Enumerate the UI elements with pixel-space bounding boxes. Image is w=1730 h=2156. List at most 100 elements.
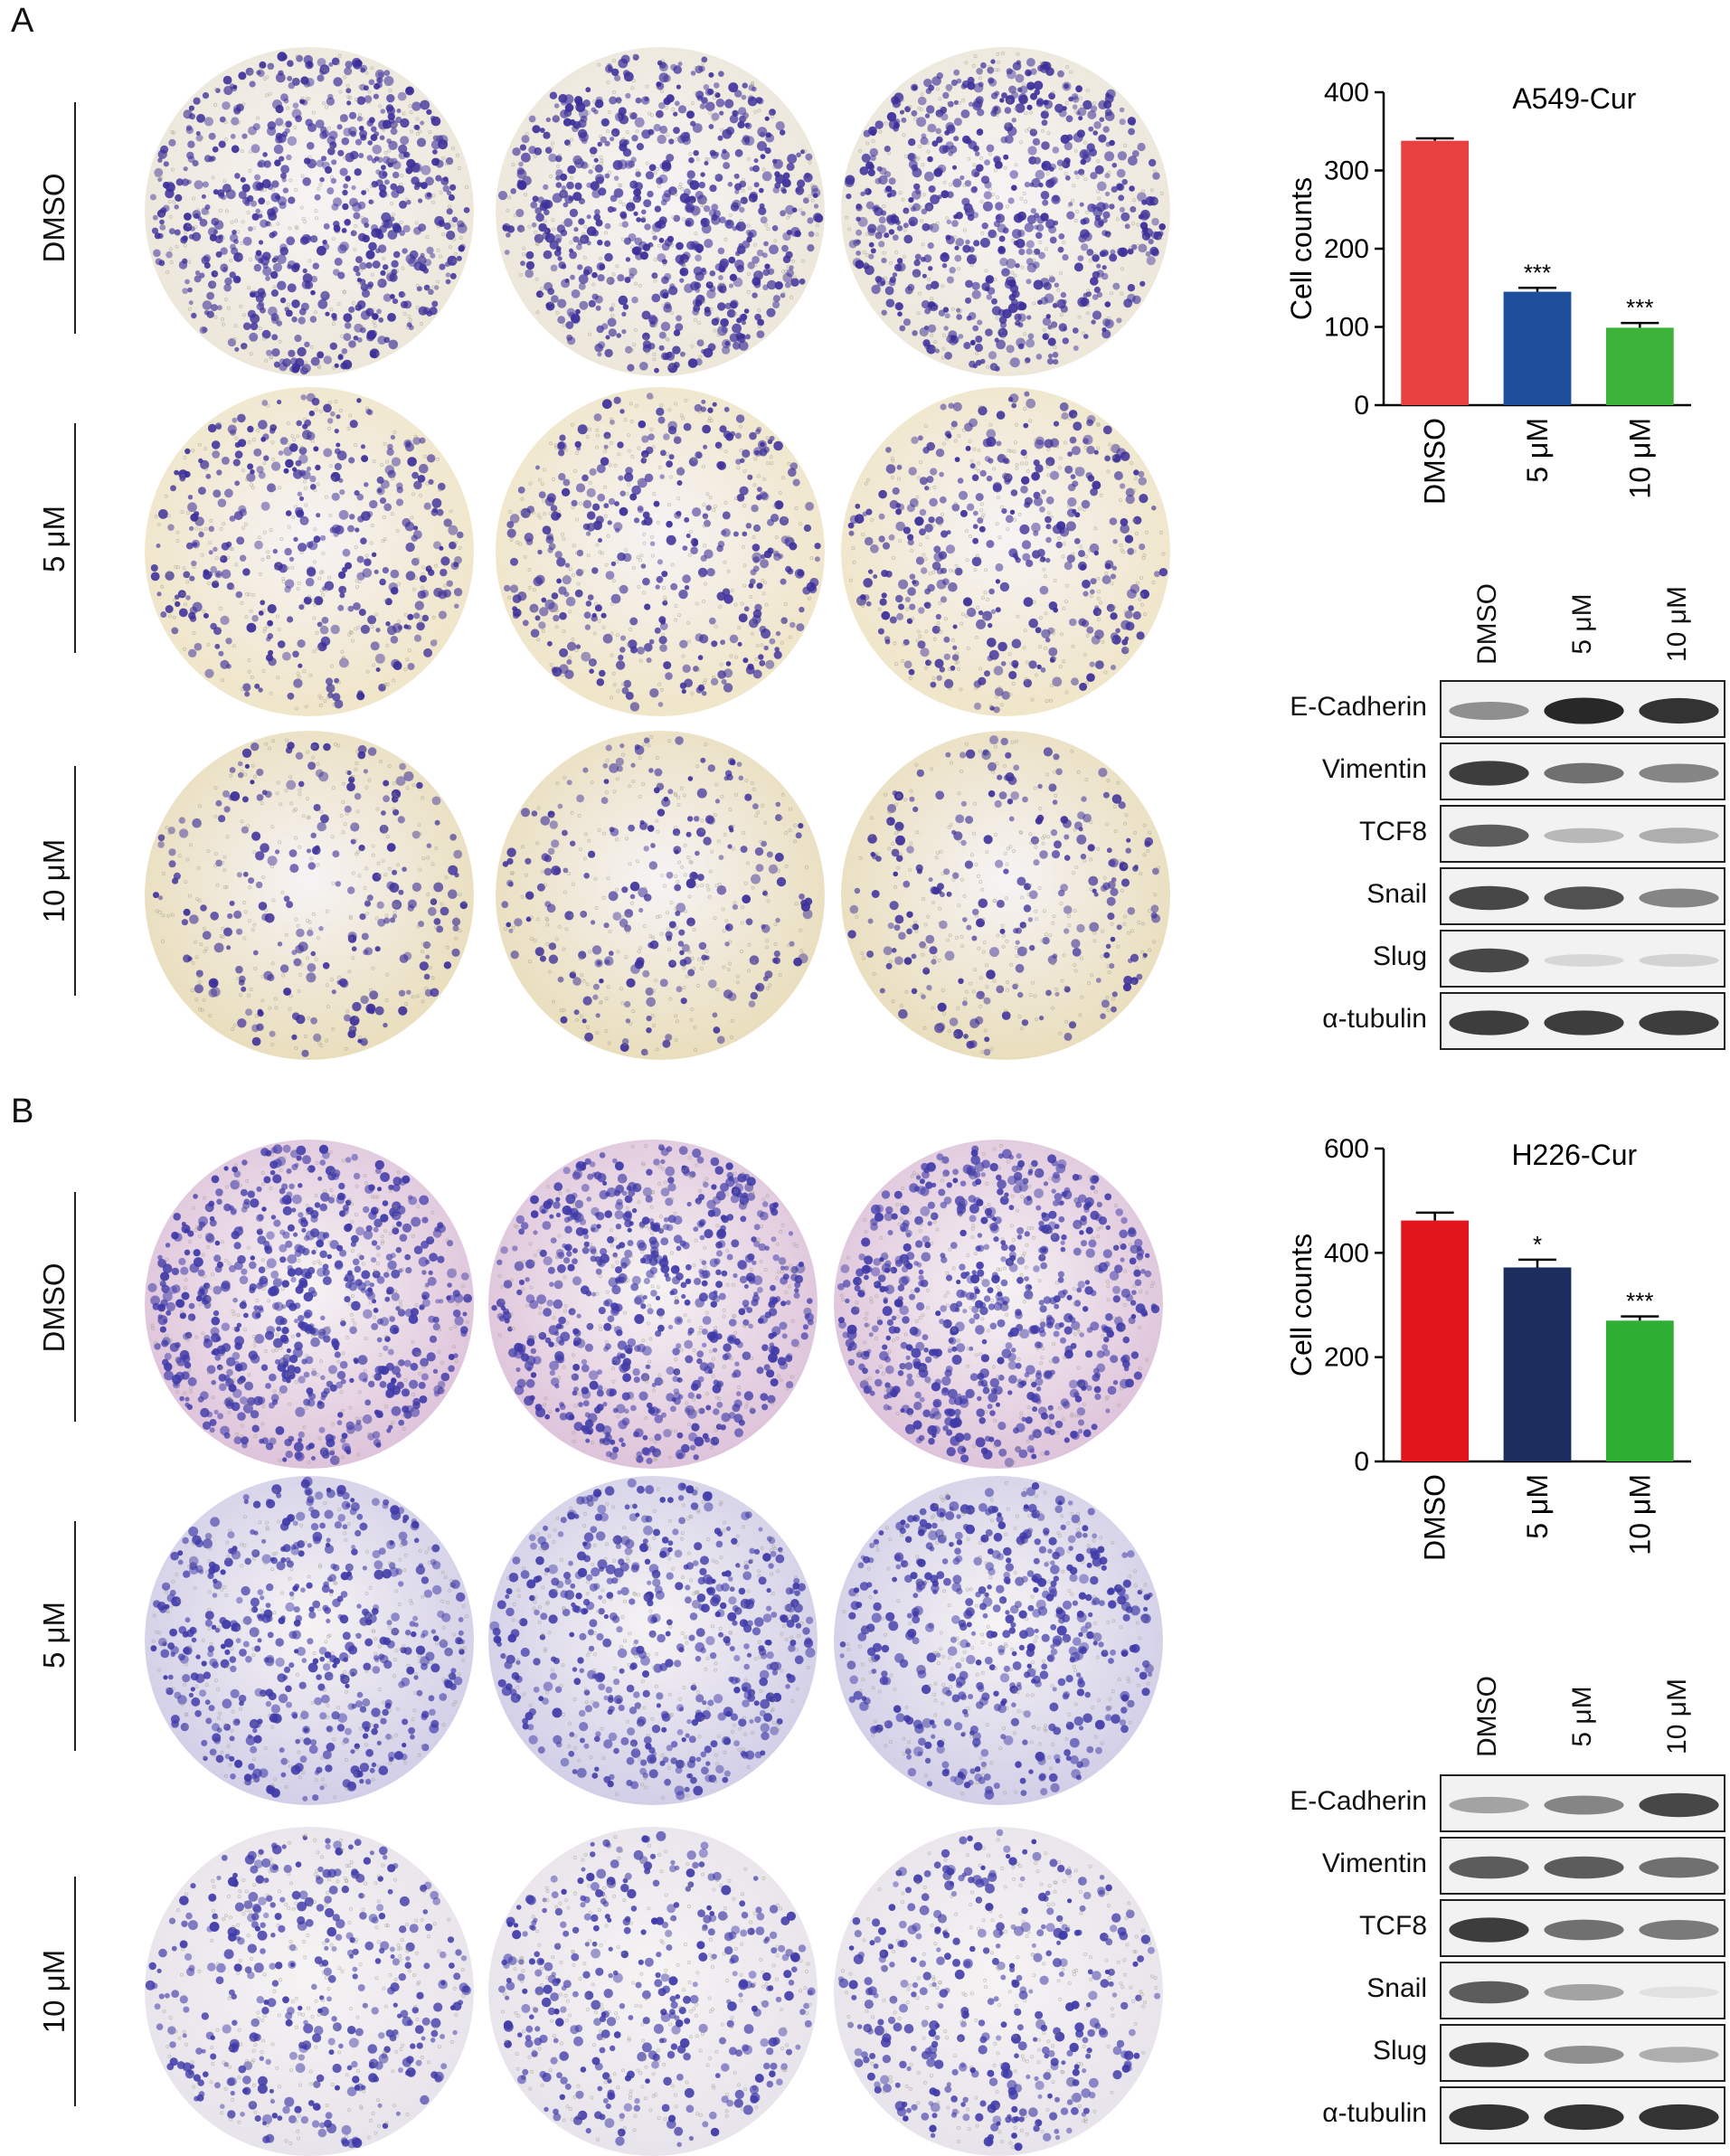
blot-band	[1544, 828, 1623, 844]
bar-chart-h226-svg: 0 200 400 600 Cell counts H226-Cur DMSO * 5 μM **…	[1248, 1130, 1718, 1601]
blot-row-label-b-1: E-Cadherin	[1290, 1786, 1427, 1817]
x-tick-label: DMSO	[1419, 418, 1451, 505]
transwell-dish-a-r3-c3	[841, 731, 1170, 1060]
blot-band	[1449, 1981, 1528, 2004]
blot-band	[1544, 1984, 1623, 2000]
y-tick-label: 100	[1324, 313, 1369, 343]
significance-marker: ***	[1524, 259, 1551, 286]
bar-a549cur-2	[1504, 292, 1572, 405]
row-bracket-a-5um	[74, 423, 76, 653]
significance-marker: *	[1533, 1231, 1542, 1258]
blot-lane-label-a-3: 10 μM	[1662, 586, 1693, 662]
blot-band	[1639, 1920, 1718, 1940]
x-tick-label: 10 μM	[1623, 1474, 1656, 1556]
y-axis-title: Cell counts	[1285, 1234, 1318, 1376]
blot-band	[1639, 827, 1718, 843]
bar-chart-a549-svg: 0 100 200 300 400 Cell counts A549-Cur DMSO *** 5…	[1248, 54, 1718, 561]
blot-row-label-a-1: E-Cadherin	[1290, 692, 1427, 723]
y-tick-label: 400	[1324, 1238, 1369, 1268]
row-label-a-dmso: DMSO	[37, 174, 71, 263]
bar-h226cur-2	[1504, 1267, 1572, 1461]
blot-strip-b-4	[1440, 1962, 1725, 2019]
transwell-dish-a-r2-c3	[841, 387, 1170, 716]
blot-strip-a-2	[1440, 742, 1725, 800]
blot-strip-b-5	[1440, 2024, 1725, 2082]
panel-label-b: B	[11, 1092, 33, 1131]
x-tick-label: 10 μM	[1623, 418, 1656, 499]
blot-strip-b-2	[1440, 1837, 1725, 1895]
y-tick-label: 400	[1324, 78, 1369, 108]
blot-row-label-a-6: α-tubulin	[1322, 1004, 1427, 1035]
blot-lane-label-a-1: DMSO	[1472, 583, 1503, 665]
blot-strip-b-3	[1440, 1899, 1725, 1957]
y-tick-label: 0	[1354, 1447, 1369, 1477]
chart-title: H226-Cur	[1511, 1139, 1637, 1171]
transwell-dish-a-r3-c1	[145, 731, 474, 1060]
blot-band	[1639, 764, 1718, 783]
blot-row-label-b-5: Slug	[1373, 2036, 1427, 2066]
transwell-dish-b-r2-c3	[834, 1476, 1163, 1805]
transwell-dish-a-r1-c3	[841, 47, 1170, 376]
bar-h226cur-1	[1401, 1221, 1469, 1461]
row-label-b-10um: 10 μM	[37, 1950, 71, 2033]
blot-band	[1544, 763, 1623, 784]
bar-a549cur-3	[1606, 327, 1674, 405]
y-tick-label: 200	[1324, 1343, 1369, 1373]
transwell-dish-b-r3-c1	[145, 1827, 474, 2156]
y-tick-label: 600	[1324, 1134, 1369, 1164]
blot-row-label-a-3: TCF8	[1359, 817, 1427, 847]
y-axis-title: Cell counts	[1285, 177, 1318, 320]
blot-strip-a-6	[1440, 992, 1725, 1050]
blot-band	[1544, 1796, 1623, 1815]
y-tick-label: 0	[1354, 391, 1369, 421]
blot-band	[1639, 1793, 1718, 1817]
blot-band	[1639, 954, 1718, 967]
blot-band	[1639, 889, 1718, 908]
blot-row-label-b-2: Vimentin	[1322, 1849, 1427, 1879]
chart-title: A549-Cur	[1512, 82, 1636, 115]
blot-band	[1449, 2104, 1528, 2130]
bar-h226cur-3	[1606, 1320, 1674, 1461]
blot-row-label-a-5: Slug	[1373, 941, 1427, 972]
blot-row-label-a-4: Snail	[1366, 879, 1427, 910]
blot-band	[1449, 1917, 1528, 1942]
blot-lane-label-b-1: DMSO	[1472, 1676, 1503, 1757]
significance-marker: ***	[1626, 1288, 1653, 1315]
blot-row-label-a-2: Vimentin	[1322, 754, 1427, 785]
transwell-dish-b-r2-c2	[488, 1476, 818, 1805]
row-label-b-dmso: DMSO	[37, 1263, 71, 1353]
transwell-dish-b-r3-c2	[488, 1827, 818, 2156]
blot-band	[1544, 1857, 1623, 1879]
row-bracket-b-10um	[74, 1877, 76, 2106]
x-tick-label: 5 μM	[1521, 418, 1554, 483]
y-tick-label: 200	[1324, 234, 1369, 264]
bar-a549cur-1	[1401, 141, 1469, 405]
blot-band	[1449, 825, 1528, 847]
transwell-dish-a-r1-c1	[145, 47, 474, 376]
blot-band	[1544, 1010, 1623, 1035]
blot-band	[1639, 1987, 1718, 1999]
blot-lane-label-b-3: 10 μM	[1662, 1678, 1693, 1754]
transwell-dish-b-r3-c3	[834, 1827, 1163, 2156]
x-tick-label: 5 μM	[1521, 1474, 1554, 1539]
blot-lane-label-a-2: 5 μM	[1567, 593, 1598, 654]
row-bracket-a-10um	[74, 766, 76, 996]
blot-strip-a-3	[1440, 805, 1725, 863]
significance-marker: ***	[1626, 294, 1653, 321]
x-tick-label: DMSO	[1419, 1474, 1451, 1561]
row-label-a-10um: 10 μM	[37, 839, 71, 922]
y-tick-label: 300	[1324, 156, 1369, 186]
blot-row-label-b-4: Snail	[1366, 1973, 1427, 2004]
blot-band	[1639, 1010, 1718, 1035]
row-label-b-5um: 5 μM	[37, 1602, 71, 1669]
bar-chart-h226: 0 200 400 600 Cell counts H226-Cur DMSO * 5 μM **…	[1248, 1130, 1718, 1601]
bar-chart-a549: 0 100 200 300 400 Cell counts A549-Cur DMSO *** 5…	[1248, 54, 1718, 561]
blot-band	[1544, 1920, 1623, 1941]
blot-lane-label-b-2: 5 μM	[1567, 1686, 1598, 1746]
blot-band	[1449, 1010, 1528, 1035]
blot-band	[1449, 702, 1528, 720]
blot-band	[1639, 2047, 1718, 2062]
panel-label-a: A	[11, 2, 33, 41]
transwell-dish-a-r2-c2	[496, 387, 825, 716]
blot-strip-b-1	[1440, 1774, 1725, 1832]
